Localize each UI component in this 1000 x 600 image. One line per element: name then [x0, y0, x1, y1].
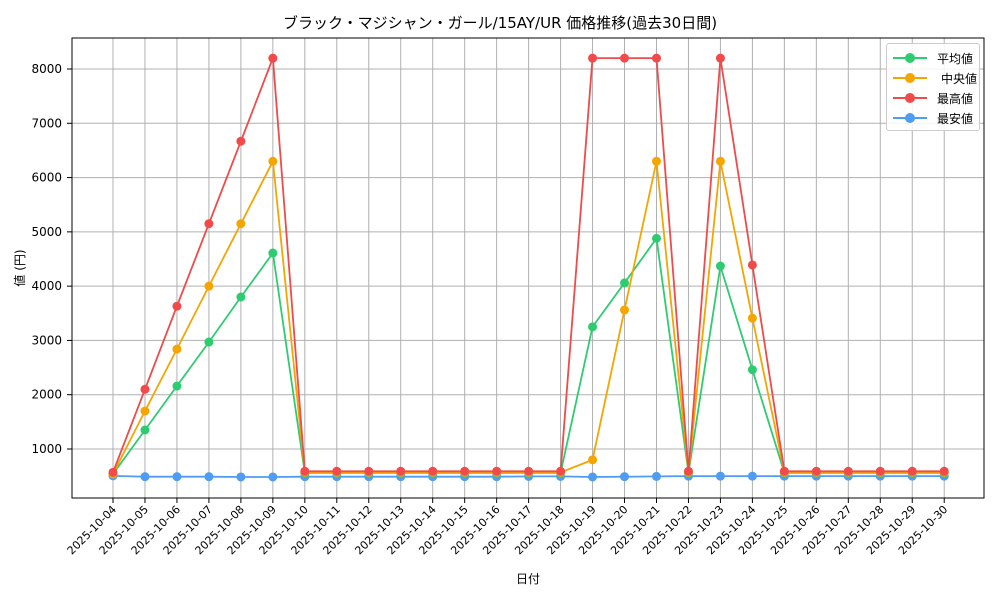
data-point: [747, 365, 757, 375]
data-point: [140, 384, 150, 394]
plot-frame: [71, 37, 985, 499]
data-point: [588, 455, 598, 465]
legend-marker-icon: [893, 51, 927, 65]
y-tick-label: 7000: [31, 116, 62, 130]
data-point: [620, 305, 630, 315]
legend-label: 最高値: [937, 91, 974, 106]
y-tick-label: 6000: [31, 171, 62, 185]
data-point: [300, 466, 310, 476]
legend-label: 中央値: [941, 71, 978, 86]
data-point: [204, 219, 214, 229]
y-axis-label: 値 (円): [12, 249, 27, 286]
data-point: [620, 278, 630, 288]
data-point: [779, 466, 789, 476]
data-point: [556, 466, 566, 476]
data-point: [651, 471, 661, 481]
legend-label: 最安値: [937, 111, 974, 126]
data-point: [172, 301, 182, 311]
data-point: [460, 466, 470, 476]
data-point: [108, 467, 118, 477]
data-point: [172, 381, 182, 391]
data-point: [204, 472, 214, 482]
data-point: [140, 425, 150, 435]
legend-marker-icon: [893, 71, 927, 85]
data-point: [396, 466, 406, 476]
legend-item-median: 中央値: [893, 68, 977, 88]
data-point: [715, 261, 725, 271]
data-point: [715, 53, 725, 63]
data-point: [747, 313, 757, 323]
data-point: [492, 466, 502, 476]
data-point: [140, 472, 150, 482]
data-point: [747, 471, 757, 481]
data-point: [620, 472, 630, 482]
data-point: [236, 136, 246, 146]
data-point: [236, 472, 246, 482]
data-point: [907, 466, 917, 476]
x-axis: 2025-10-042025-10-052025-10-062025-10-07…: [65, 498, 950, 557]
grid-lines: [72, 38, 984, 498]
data-point: [268, 53, 278, 63]
data-point: [364, 466, 374, 476]
data-point: [715, 156, 725, 166]
series-lines: [108, 53, 949, 482]
data-point: [236, 292, 246, 302]
data-point: [172, 344, 182, 354]
y-tick-label: 4000: [31, 279, 62, 293]
data-point: [588, 472, 598, 482]
y-axis: 1000 2000 3000 4000 5000 6000 7000 8000: [31, 62, 72, 456]
data-point: [620, 53, 630, 63]
y-tick-label: 1000: [31, 442, 62, 456]
data-point: [172, 472, 182, 482]
data-point: [651, 156, 661, 166]
y-tick-label: 2000: [31, 388, 62, 402]
data-point: [747, 260, 757, 270]
data-point: [939, 466, 949, 476]
data-point: [268, 472, 278, 482]
data-point: [428, 466, 438, 476]
data-point: [811, 466, 821, 476]
legend-item-average: 平均値: [893, 48, 973, 68]
legend: 平均値 中央値 最高値 最安値: [886, 43, 980, 131]
data-point: [588, 53, 598, 63]
data-point: [651, 233, 661, 243]
legend-marker-icon: [893, 91, 927, 105]
data-point: [843, 466, 853, 476]
legend-marker-icon: [893, 111, 927, 125]
y-tick-label: 8000: [31, 62, 62, 76]
data-point: [875, 466, 885, 476]
data-point: [524, 466, 534, 476]
data-point: [268, 156, 278, 166]
y-tick-label: 3000: [31, 333, 62, 347]
data-point: [715, 471, 725, 481]
data-point: [651, 53, 661, 63]
data-point: [268, 248, 278, 258]
data-point: [204, 281, 214, 291]
legend-item-max: 最高値: [893, 88, 973, 108]
x-axis-label: 日付: [516, 572, 540, 586]
data-point: [204, 337, 214, 347]
chart-title: ブラック・マジシャン・ガール/15AY/UR 価格推移(過去30日間): [282, 14, 718, 32]
data-point: [332, 466, 342, 476]
legend-item-min: 最安値: [893, 108, 973, 128]
legend-label: 平均値: [937, 51, 974, 66]
y-tick-label: 5000: [31, 225, 62, 239]
data-point: [236, 219, 246, 229]
data-point: [588, 322, 598, 332]
data-point: [683, 466, 693, 476]
data-point: [140, 406, 150, 416]
